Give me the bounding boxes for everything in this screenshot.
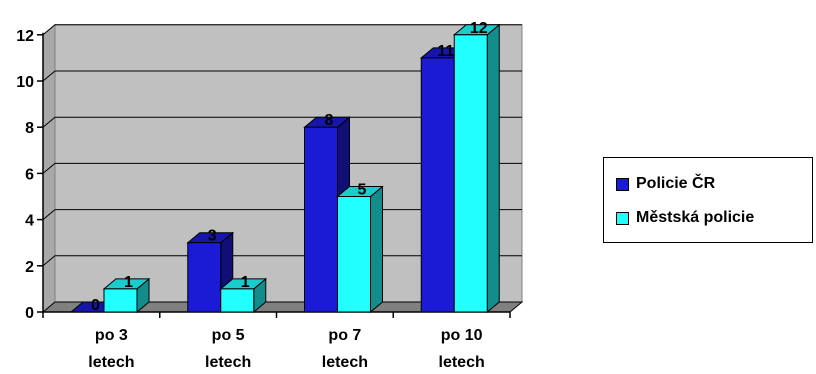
bar xyxy=(102,277,151,314)
bar-front xyxy=(453,34,488,313)
y-tick-label: 0 xyxy=(25,305,34,322)
bar xyxy=(336,185,384,314)
bar-front xyxy=(420,57,455,313)
legend-swatch-policie-cr xyxy=(616,177,629,191)
y-tick-label: 2 xyxy=(25,259,34,276)
x-tick-label: po 7 letech xyxy=(322,327,368,371)
gridline xyxy=(42,70,522,82)
data-label: 1 xyxy=(124,274,133,291)
legend-swatch-mestska-policie xyxy=(616,211,629,225)
x-tick-label-line: letech xyxy=(88,354,134,371)
bar-side xyxy=(370,185,383,314)
y-tick-label: 12 xyxy=(16,28,34,45)
y-tick-label: 8 xyxy=(25,120,34,137)
x-tick-label-line: po 5 xyxy=(212,327,245,344)
data-label: 5 xyxy=(358,182,367,199)
legend-item-policie-cr: Policie ČR xyxy=(616,175,715,193)
gridline xyxy=(42,24,522,36)
bar xyxy=(452,23,501,314)
data-label: 11 xyxy=(437,43,454,60)
data-labels: 0 1 3 1 8 5 11 12 xyxy=(91,20,488,314)
x-tick-label-line: po 3 xyxy=(95,327,128,344)
bar-side xyxy=(486,23,500,314)
x-tick-label-line: letech xyxy=(322,354,368,371)
gridline xyxy=(42,162,522,174)
data-label: 8 xyxy=(325,112,334,129)
x-tick-label-line: po 7 xyxy=(328,327,361,344)
gridlines xyxy=(42,24,522,267)
legend: Policie ČR Městská policie xyxy=(603,157,813,243)
x-tick-label-line: po 10 xyxy=(441,327,483,344)
x-tick-label-line: letech xyxy=(205,354,251,371)
x-tick-label: po 5 letech xyxy=(205,327,251,371)
data-label: 1 xyxy=(241,274,250,291)
bar xyxy=(186,231,235,314)
data-label: 12 xyxy=(470,20,488,37)
x-tick-label: po 10 letech xyxy=(439,327,485,371)
bar-front xyxy=(337,196,371,313)
x-tick-labels: po 3 letech po 5 letech po 7 letech po 10 letec… xyxy=(88,327,485,371)
data-label: 3 xyxy=(208,228,217,245)
legend-label: Policie ČR xyxy=(636,175,716,192)
y-tick-label: 6 xyxy=(25,166,34,183)
data-label: 0 xyxy=(91,297,100,314)
bar-front xyxy=(103,288,138,313)
y-tick-label: 4 xyxy=(25,213,34,230)
x-tick-label-line: letech xyxy=(439,354,485,371)
legend-label: Městská policie xyxy=(636,209,755,226)
gridline xyxy=(42,116,522,128)
y-tick-label: 10 xyxy=(16,74,34,91)
y-tick-labels: 0 2 4 6 8 10 12 xyxy=(16,28,34,322)
bar-front xyxy=(304,126,338,313)
legend-item-mestska-policie: Městská policie xyxy=(616,209,754,227)
bar-front xyxy=(187,242,222,313)
bar-front xyxy=(220,288,255,313)
bar xyxy=(219,277,268,314)
bars xyxy=(69,23,501,314)
x-tick-label: po 3 letech xyxy=(88,327,134,371)
